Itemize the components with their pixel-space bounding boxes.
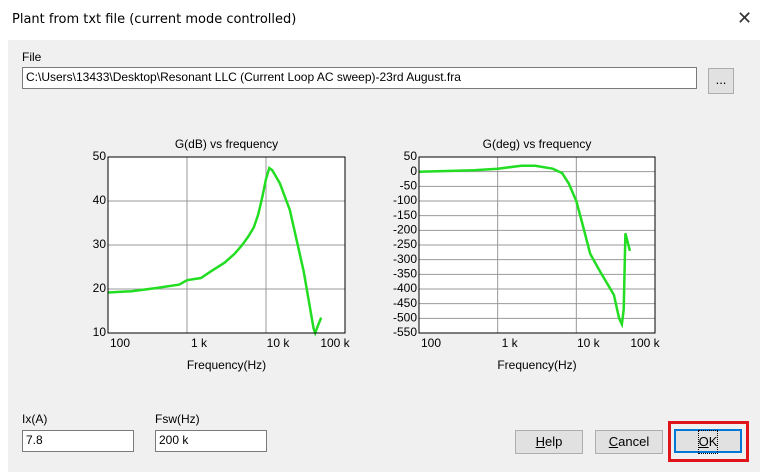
cancel-text: Cancel <box>608 434 650 449</box>
x-axis-label: Frequency(Hz) <box>187 358 266 372</box>
close-button[interactable]: ✕ <box>737 8 753 29</box>
x-tick-label: 100 k <box>630 336 660 350</box>
x-axis-label: Frequency(Hz) <box>497 358 576 372</box>
y-tick-label: -500 <box>393 311 417 325</box>
data-line <box>418 164 632 329</box>
y-tick-label: -550 <box>393 325 417 339</box>
x-tick-label: 10 k <box>267 336 291 350</box>
y-tick-label: 0 <box>410 164 417 178</box>
y-tick-label: -100 <box>393 193 417 207</box>
ok-button[interactable]: OK <box>674 429 742 454</box>
y-tick-label: -400 <box>393 281 417 295</box>
y-tick-label: -350 <box>393 267 417 281</box>
chart-title: G(dB) vs frequency <box>175 137 278 151</box>
window-title: Plant from txt file (current mode contro… <box>12 12 297 27</box>
highlight-box <box>668 421 749 462</box>
help-text: Help <box>535 434 563 449</box>
y-tick-label: -250 <box>393 237 417 251</box>
data-line <box>107 165 323 337</box>
y-tick-label: -150 <box>393 208 417 222</box>
cancel-button[interactable]: Cancel <box>595 430 663 454</box>
y-tick-label: 40 <box>93 193 107 207</box>
browse-button[interactable]: ... <box>708 68 734 94</box>
plot-border <box>107 156 346 334</box>
y-tick-label: -300 <box>393 252 417 266</box>
y-tick-label: 20 <box>93 281 107 295</box>
x-tick-label: 100 <box>421 336 441 350</box>
ok-text: OK <box>697 430 719 454</box>
ix-input[interactable]: 7.8 <box>22 430 134 452</box>
title-bar <box>0 0 767 40</box>
y-tick-label: 10 <box>93 325 107 339</box>
x-tick-label: 100 <box>110 336 130 350</box>
x-tick-label: 10 k <box>577 336 601 350</box>
ix-label: Ix(A) <box>22 412 48 426</box>
y-tick-label: -50 <box>400 179 418 193</box>
file-path-input[interactable]: C:\Users\13433\Desktop\Resonant LLC (Cur… <box>22 67 697 89</box>
help-button[interactable]: Help <box>515 430 583 454</box>
x-tick-label: 100 k <box>320 336 350 350</box>
y-tick-label: 50 <box>404 149 418 163</box>
fsw-label: Fsw(Hz) <box>155 412 200 426</box>
file-label: File <box>22 50 42 64</box>
y-tick-label: 30 <box>93 237 107 251</box>
x-tick-label: 1 k <box>502 336 519 350</box>
y-tick-label: -200 <box>393 223 417 237</box>
x-tick-label: 1 k <box>191 336 208 350</box>
fsw-input[interactable]: 200 k <box>155 430 267 452</box>
plot-border <box>418 156 656 334</box>
chart-title: G(deg) vs frequency <box>483 137 592 151</box>
y-tick-label: 50 <box>93 149 107 163</box>
y-tick-label: -450 <box>393 296 417 310</box>
